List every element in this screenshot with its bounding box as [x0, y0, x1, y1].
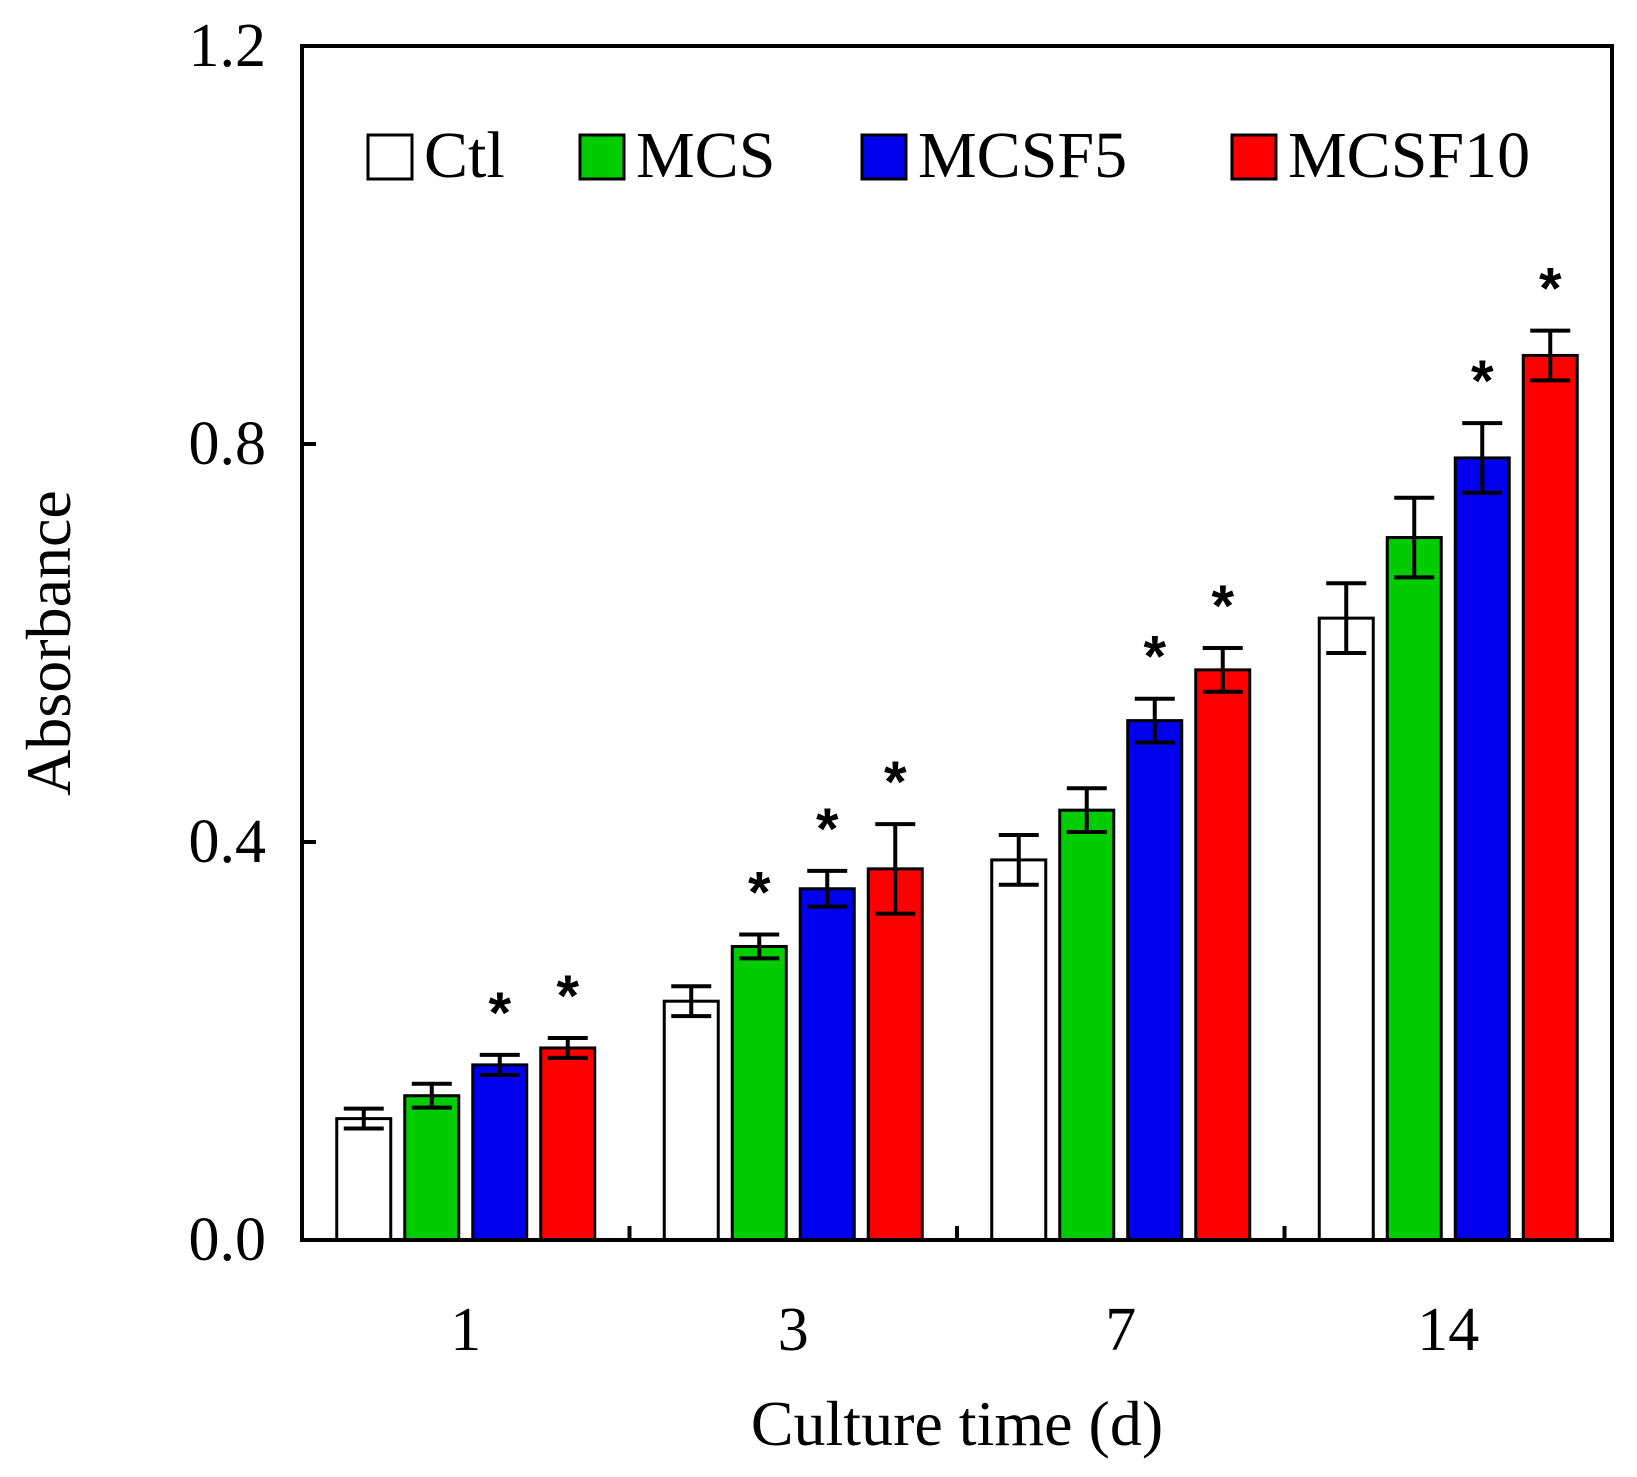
significance-marker-mcsf5-day-14: * — [1471, 349, 1494, 414]
bar-ctl-day-3 — [662, 999, 720, 1242]
legend-swatch — [1230, 133, 1278, 181]
error-bars-layer — [343, 328, 1571, 1131]
bar-mcsf10-day-1 — [539, 1046, 597, 1242]
bar-mcsf10-day-3 — [866, 867, 924, 1242]
x-tick-label: 14 — [1417, 1296, 1479, 1364]
error-bar-mcsf5-day-1 — [479, 1052, 520, 1077]
bars-layer — [335, 353, 1579, 1242]
legend-label: MCSF5 — [918, 119, 1127, 192]
y-tick-label: 1.2 — [189, 12, 267, 80]
bar-ctl-day-14 — [1317, 616, 1375, 1242]
error-bar-mcsf5-day-7 — [1134, 696, 1175, 745]
significance-marker-mcsf10-day-3: * — [884, 750, 907, 815]
bar-mcs-day-3 — [730, 944, 788, 1242]
error-bar-mcs-day-1 — [411, 1081, 452, 1110]
legend-label: MCSF10 — [1288, 119, 1530, 192]
x-axis-label: Culture time (d) — [751, 1388, 1163, 1459]
x-tick-label: 7 — [1105, 1296, 1136, 1364]
bar-ctl-day-7 — [990, 858, 1048, 1242]
bar-mcsf10-day-14 — [1521, 353, 1579, 1242]
error-bar-ctl-day-3 — [671, 984, 712, 1019]
significance-marker-mcsf10-day-14: * — [1539, 257, 1562, 322]
bar-mcsf5-day-3 — [798, 887, 856, 1242]
legend-swatch — [366, 133, 414, 181]
bar-ctl-day-1 — [335, 1117, 393, 1242]
error-bar-mcsf10-day-3 — [875, 822, 916, 916]
bar-mcs-day-7 — [1058, 808, 1116, 1242]
error-bar-ctl-day-14 — [1326, 581, 1367, 655]
error-bar-mcs-day-7 — [1066, 786, 1107, 835]
y-tick-label: 0.0 — [189, 1206, 267, 1274]
x-tick-label: 3 — [778, 1296, 809, 1364]
y-tick-label: 0.4 — [189, 808, 267, 876]
error-bar-mcsf5-day-14 — [1462, 421, 1503, 495]
legend-label: MCS — [636, 119, 775, 192]
y-axis-label: Absorbance — [13, 490, 84, 796]
significance-marker-mcsf5-day-3: * — [816, 797, 839, 862]
bar-mcs-day-14 — [1385, 536, 1443, 1242]
legend-swatch — [860, 133, 908, 181]
significance-marker-mcsf10-day-1: * — [556, 964, 579, 1029]
significance-marker-mcs-day-3: * — [748, 861, 771, 926]
bar-mcs-day-1 — [403, 1094, 461, 1242]
bar-mcsf10-day-7 — [1194, 668, 1252, 1242]
legend-item-mcsf5: MCSF5 — [860, 119, 1127, 192]
x-tick-label: 1 — [450, 1296, 481, 1364]
significance-marker-mcsf5-day-1: * — [488, 981, 511, 1046]
legend: Ctl MCS MCSF5 MCSF10 — [366, 119, 1530, 192]
legend-item-ctl: Ctl — [366, 119, 505, 192]
legend-item-mcs: MCS — [578, 119, 775, 192]
legend-item-mcsf10: MCSF10 — [1230, 119, 1530, 192]
error-bar-ctl-day-1 — [343, 1106, 384, 1131]
y-axis: 0.0 0.4 0.8 1.2 — [189, 12, 316, 1274]
error-bar-ctl-day-7 — [998, 833, 1039, 887]
x-axis: 1 3 7 14 — [450, 1226, 1479, 1364]
significance-marker-mcsf5-day-7: * — [1143, 625, 1166, 690]
y-tick-label: 0.8 — [189, 410, 267, 478]
legend-swatch — [578, 133, 626, 181]
error-bar-mcsf10-day-1 — [547, 1036, 588, 1060]
error-bar-mcs-day-3 — [739, 932, 780, 961]
legend-label: Ctl — [424, 119, 505, 192]
significance-layer: * * * * * * * * * — [488, 257, 1562, 1046]
error-bar-mcs-day-14 — [1394, 495, 1435, 580]
error-bar-mcsf10-day-7 — [1202, 645, 1243, 694]
bar-mcsf5-day-1 — [471, 1063, 529, 1242]
bar-mcsf5-day-14 — [1453, 456, 1511, 1242]
significance-marker-mcsf10-day-7: * — [1211, 574, 1234, 639]
error-bar-mcsf10-day-14 — [1530, 328, 1571, 383]
error-bar-mcsf5-day-3 — [807, 868, 848, 909]
bar-mcsf5-day-7 — [1126, 719, 1184, 1242]
